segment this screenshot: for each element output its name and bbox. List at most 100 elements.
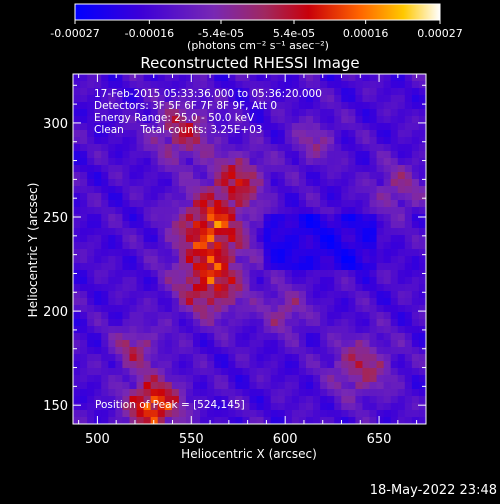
heatmap-cell <box>320 186 328 194</box>
heatmap-cell <box>115 382 124 390</box>
heatmap-cell <box>80 284 88 292</box>
heatmap-cell <box>164 165 173 173</box>
heatmap-cell <box>411 88 420 96</box>
heatmap-cell <box>376 102 385 110</box>
heatmap-cell <box>242 410 251 418</box>
heatmap-cell <box>277 242 286 250</box>
heatmap-cell <box>390 263 399 271</box>
heatmap-cell <box>129 123 138 131</box>
heatmap-cell <box>87 347 95 355</box>
heatmap-cell <box>178 88 187 96</box>
heatmap-cell <box>73 347 81 355</box>
heatmap-cell <box>369 200 378 208</box>
heatmap-cell <box>73 193 81 201</box>
heatmap-cell <box>101 207 109 215</box>
heatmap-cell <box>298 200 307 208</box>
heatmap-cell <box>334 74 342 82</box>
heatmap-cell <box>390 228 399 236</box>
heatmap-cell <box>235 242 244 250</box>
heatmap-cell <box>235 200 244 208</box>
heatmap-cell <box>150 144 159 152</box>
heatmap-cell <box>214 102 222 110</box>
heatmap-cell <box>150 256 159 264</box>
heatmap-cell <box>221 130 229 138</box>
heatmap-cell <box>277 375 286 383</box>
heatmap-cell <box>327 109 335 117</box>
heatmap-cell <box>164 235 173 243</box>
heatmap-cell <box>207 298 215 306</box>
heatmap-cell <box>284 88 293 96</box>
heatmap-cell <box>150 312 159 320</box>
heatmap-cell <box>150 207 159 215</box>
heatmap-cell <box>249 410 258 418</box>
heatmap-cell <box>369 144 378 152</box>
heatmap-cell <box>284 382 293 390</box>
heatmap-cell <box>235 270 244 278</box>
heatmap-cell <box>207 389 215 397</box>
heatmap-cell <box>150 291 159 299</box>
heatmap-cell <box>221 158 229 166</box>
heatmap-cell <box>348 375 356 383</box>
heatmap-cell <box>108 305 116 313</box>
heatmap-cell <box>171 249 180 257</box>
heatmap-cell <box>214 382 222 390</box>
heatmap-cell <box>143 242 152 250</box>
heatmap-cell <box>256 193 265 201</box>
heatmap-cell <box>355 74 364 82</box>
heatmap-cell <box>404 116 413 124</box>
heatmap-cell <box>369 389 378 397</box>
heatmap-cell <box>390 340 399 348</box>
heatmap-cell <box>185 340 194 348</box>
heatmap-cell <box>383 123 392 131</box>
heatmap-cell <box>376 249 385 257</box>
heatmap-cell <box>94 382 102 390</box>
heatmap-cell <box>313 389 321 397</box>
heatmap-cell <box>341 242 349 250</box>
heatmap-cell <box>94 291 102 299</box>
heatmap-cell <box>355 228 364 236</box>
heatmap-cell <box>263 186 272 194</box>
heatmap-cell <box>122 102 131 110</box>
heatmap-cell <box>207 200 215 208</box>
heatmap-cell <box>390 256 399 264</box>
heatmap-cell <box>362 228 371 236</box>
heatmap-cell <box>249 277 258 285</box>
heatmap-cell <box>376 165 385 173</box>
heatmap-cell <box>383 221 392 229</box>
heatmap-cell <box>376 291 385 299</box>
heatmap-cell <box>136 172 145 180</box>
heatmap-cell <box>115 235 124 243</box>
heatmap-cell <box>200 214 208 222</box>
heatmap-cell <box>291 277 300 285</box>
heatmap-cell <box>143 361 152 369</box>
heatmap-cell <box>164 186 173 194</box>
heatmap-cell <box>178 256 187 264</box>
heatmap-cell <box>341 144 349 152</box>
heatmap-cell <box>320 151 328 159</box>
heatmap-cell <box>383 137 392 145</box>
heatmap-cell <box>242 403 251 411</box>
heatmap-cell <box>87 340 95 348</box>
heatmap-cell <box>249 137 258 145</box>
heatmap-cell <box>327 200 335 208</box>
heatmap-cell <box>136 305 145 313</box>
heatmap-cell <box>129 200 138 208</box>
heatmap-cell <box>404 144 413 152</box>
heatmap-cell <box>376 109 385 117</box>
heatmap-cell <box>376 277 385 285</box>
heatmap-cell <box>404 74 413 82</box>
heatmap-cell <box>122 193 131 201</box>
heatmap-cell <box>320 228 328 236</box>
heatmap-cell <box>108 228 116 236</box>
heatmap-cell <box>122 410 131 418</box>
heatmap-cell <box>341 186 349 194</box>
heatmap-cell <box>164 326 173 334</box>
heatmap-cell <box>178 312 187 320</box>
heatmap-cell <box>277 158 286 166</box>
heatmap-cell <box>178 81 187 89</box>
heatmap-cell <box>298 340 307 348</box>
heatmap-cell <box>376 221 385 229</box>
heatmap-cell <box>249 88 258 96</box>
heatmap-cell <box>178 158 187 166</box>
